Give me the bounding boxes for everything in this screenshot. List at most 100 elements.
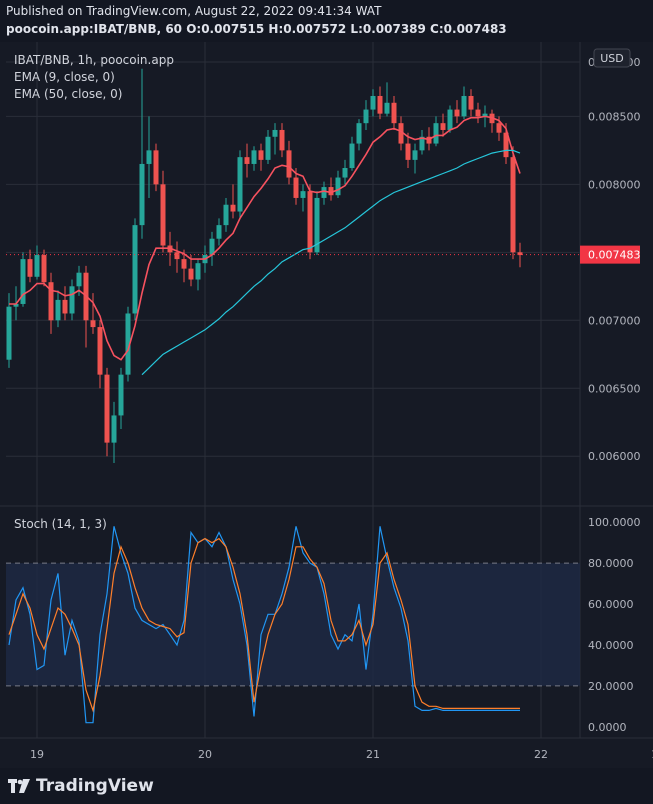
stoch-tick-label: 0.0000 [588, 721, 627, 734]
candle-body [20, 259, 26, 304]
candle-body [349, 143, 355, 169]
candle-body [34, 255, 40, 277]
candle-body [6, 306, 12, 360]
candle-body [146, 150, 152, 164]
header-bar: Published on TradingView.com, August 22,… [0, 0, 653, 42]
stoch-tick-label: 80.0000 [588, 557, 634, 570]
candle-body [370, 95, 376, 110]
time-tick-label: 18: [651, 748, 653, 761]
legend-ema50: EMA (50, close, 0) [14, 87, 122, 101]
candle-body [321, 187, 327, 198]
candle-body [265, 136, 271, 160]
candle-body [461, 95, 467, 117]
candle-body [314, 197, 320, 253]
candle-body [398, 123, 404, 144]
candle-body [62, 299, 68, 314]
tradingview-logo-icon [8, 779, 30, 793]
time-tick-label: 21 [366, 748, 380, 761]
candle-body [356, 123, 362, 144]
last-price-label: 0.007483 [588, 249, 641, 262]
ema50-line [141, 149, 521, 376]
ohlc-line: poocoin.app:IBAT/BNB, 60 O:0.007515 H:0.… [6, 22, 507, 36]
legend-ema9: EMA (9, close, 0) [14, 70, 115, 84]
candle-body [90, 320, 96, 328]
chart-area[interactable]: 0.0089000.0085000.0080000.0075000.007000… [0, 42, 653, 768]
stoch-tick-label: 20.0000 [588, 680, 634, 693]
candle-body [272, 129, 278, 137]
candle-body [363, 109, 369, 124]
candle-body [251, 150, 257, 164]
currency-label: USD [600, 52, 624, 65]
candle-body [293, 177, 299, 198]
candle-body [230, 204, 236, 212]
price-tick-label: 0.008500 [588, 110, 641, 123]
time-tick-label: 19 [30, 748, 44, 761]
stoch-pane [6, 526, 580, 724]
ema-lines [9, 115, 521, 376]
footer-bar [0, 768, 653, 804]
brand-name: TradingView [36, 776, 154, 796]
price-tick-label: 0.007000 [588, 314, 641, 327]
stoch-d-line [8, 537, 520, 713]
candle-body [503, 132, 509, 158]
candle-body [237, 157, 243, 212]
candle-body [209, 238, 215, 256]
candles [6, 68, 523, 464]
price-tick-label: 0.008000 [588, 178, 641, 191]
candle-body [405, 143, 411, 160]
last-price-tag[interactable] [580, 245, 640, 264]
legend-symbol: IBAT/BNB, 1h, poocoin.app [14, 53, 174, 67]
price-tick-label: 0.006000 [588, 450, 641, 463]
ema9-line [9, 115, 521, 361]
candle-body [454, 109, 460, 117]
chart-svg[interactable]: 0.0089000.0085000.0080000.0075000.007000… [0, 42, 653, 768]
candle-body [328, 187, 334, 196]
candle-body [517, 252, 523, 256]
candle-body [111, 415, 117, 443]
time-tick-label: 20 [198, 748, 212, 761]
candle-body [181, 259, 187, 269]
candle-body [510, 157, 516, 253]
candle-body [125, 313, 131, 375]
currency-badge[interactable] [593, 48, 631, 68]
candle-body [216, 225, 222, 239]
candle-body [440, 123, 446, 130]
candle-body [48, 282, 54, 321]
candle-body [104, 374, 110, 443]
candle-body [188, 268, 194, 280]
candle-body [55, 299, 61, 321]
brand[interactable]: TradingView [8, 776, 154, 796]
candle-body [279, 129, 285, 151]
candle-body [433, 123, 439, 144]
candle-body [475, 109, 481, 117]
stoch-tick-label: 60.0000 [588, 598, 634, 611]
candle-body [118, 374, 124, 416]
legend-stoch: Stoch (14, 1, 3) [14, 517, 107, 531]
candle-body [286, 150, 292, 178]
candle-body [174, 252, 180, 260]
time-tick-label: 22 [534, 748, 548, 761]
candle-body [76, 272, 82, 287]
candle-body [195, 263, 201, 280]
candle-body [447, 109, 453, 130]
candle-body [300, 191, 306, 198]
candle-body [69, 286, 75, 314]
stoch-k-line [8, 526, 520, 724]
published-line: Published on TradingView.com, August 22,… [6, 4, 382, 18]
candle-body [335, 177, 341, 196]
candle-body [419, 136, 425, 151]
candle-body [307, 191, 313, 253]
candle-body [468, 95, 474, 110]
stoch-tick-label: 40.0000 [588, 639, 634, 652]
stoch-band [6, 563, 580, 686]
candle-body [160, 184, 166, 246]
candle-body [384, 102, 390, 114]
candle-body [391, 102, 397, 124]
candle-body [97, 327, 103, 375]
candle-body [412, 150, 418, 160]
candle-body [496, 123, 502, 133]
price-tick-label: 0.006500 [588, 382, 641, 395]
candle-body [244, 157, 250, 164]
candle-body [132, 225, 138, 314]
candle-body [13, 303, 19, 307]
